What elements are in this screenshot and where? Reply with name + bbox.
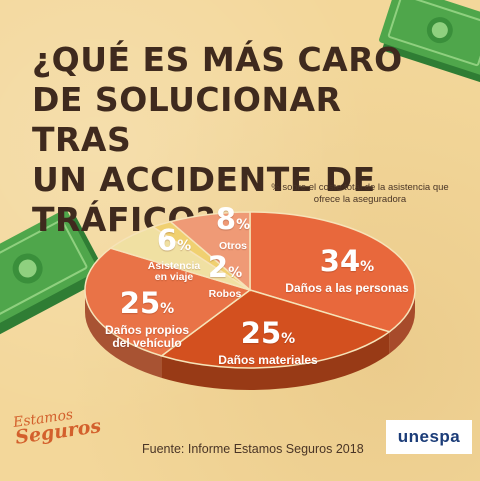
slice-name-danos-propios: Daños propios del vehículo: [104, 323, 189, 350]
banknote-illustration-top: [379, 0, 480, 84]
chart-title-line-2: DE SOLUCIONAR TRAS: [32, 80, 342, 159]
slice-label-danos-propios: 25% Daños propios del vehículo: [92, 288, 202, 350]
slice-value-danos-propios: 25%: [119, 286, 175, 320]
slice-value-otros: 8%: [215, 202, 251, 236]
slice-name-robos: Robos: [208, 288, 242, 300]
pie-side-danos-personas: [389, 290, 415, 354]
slice-label-otros: 8% Otros: [210, 204, 256, 253]
slice-name-asistencia: Asistencia en viaje: [147, 260, 201, 283]
slice-name-otros: Otros: [218, 240, 247, 252]
source-note: Fuente: Informe Estamos Seguros 2018: [142, 442, 364, 456]
pie-slice-danos-materiales: [159, 289, 391, 369]
slice-label-danos-personas: 34% Daños a las personas: [282, 246, 412, 295]
chart-title-line-1: ¿QUÉ ES MÁS CARO: [32, 40, 403, 79]
pie-slice-danos-propios: [84, 247, 252, 357]
slice-value-danos-personas: 34%: [319, 244, 375, 278]
slice-value-danos-materiales: 25%: [240, 316, 296, 350]
banknote-illustration-left: [0, 209, 107, 335]
slice-name-danos-personas: Daños a las personas: [285, 281, 409, 295]
pie-slice-otros: [168, 211, 251, 292]
pie-side-danos-propios: [85, 290, 162, 378]
chart-subtitle: % sobre el coste total de la asistencia …: [271, 182, 449, 205]
slice-value-robos: 2%: [207, 250, 243, 284]
slice-name-danos-materiales: Daños materiales: [218, 353, 318, 367]
pie-side-danos-materiales: [161, 331, 390, 390]
pie-side-walls: [85, 290, 415, 390]
unespa-logo: unespa: [386, 420, 472, 454]
slice-label-danos-materiales: 25% Daños materiales: [208, 318, 328, 367]
slice-label-robos: 2% Robos: [200, 252, 250, 301]
slice-label-asistencia: 6% Asistencia en viaje: [138, 225, 210, 283]
unespa-logo-text: unespa: [397, 427, 461, 446]
chart-title-line-3: UN ACCIDENTE DE: [32, 160, 376, 199]
slice-value-asistencia: 6%: [156, 223, 192, 257]
